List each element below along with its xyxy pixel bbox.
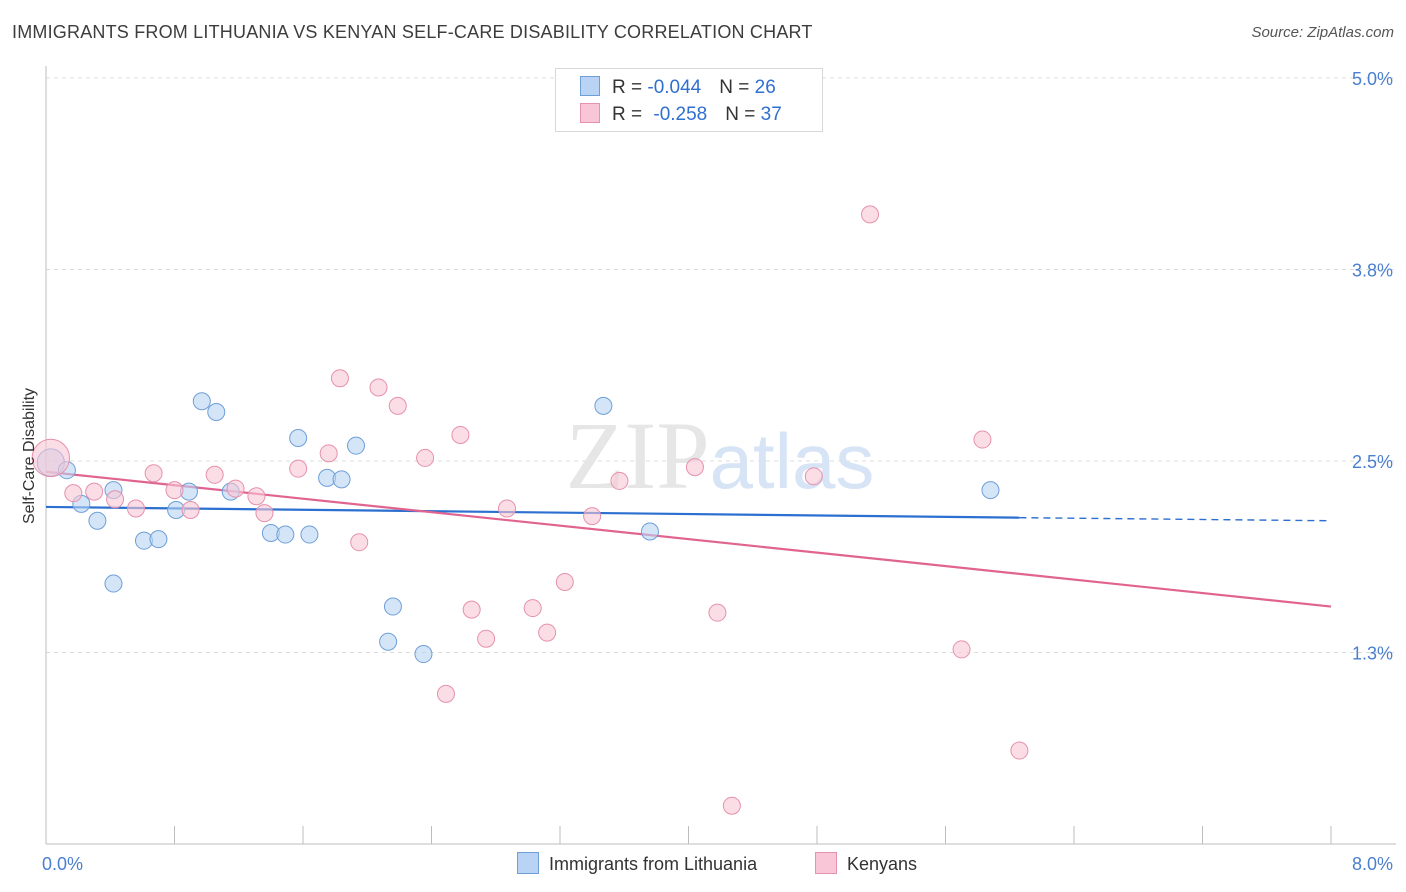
point-lithuania	[149, 530, 168, 549]
gridlines	[46, 77, 1396, 653]
point-lithuania	[104, 574, 123, 593]
point-lithuania	[347, 436, 366, 455]
point-kenyans	[555, 573, 574, 592]
point-lithuania	[981, 481, 1000, 500]
point-kenyans	[226, 479, 245, 498]
point-kenyans	[436, 684, 455, 703]
r-label: R =	[612, 77, 648, 98]
point-kenyans	[477, 629, 496, 648]
y-tick-label: 3.8%	[1352, 261, 1393, 281]
point-kenyans	[462, 600, 481, 619]
y-tick-label: 1.3%	[1352, 644, 1393, 664]
point-kenyans	[523, 599, 542, 618]
n-value: 37	[760, 104, 782, 125]
stats-legend: R = -0.044 N = 26 R = -0.258 N = 37	[555, 68, 823, 132]
stats-row-kenyans: R = -0.258 N = 37	[580, 103, 782, 126]
legend-item-lithuania: Immigrants from Lithuania	[517, 852, 757, 875]
watermark-atlas: atlas	[710, 417, 875, 505]
watermark-zip: ZIP	[566, 402, 710, 509]
point-kenyans	[106, 490, 125, 509]
point-lithuania	[88, 511, 107, 530]
point-kenyans	[416, 448, 435, 467]
point-kenyans	[861, 205, 880, 224]
y-tick-label: 2.5%	[1352, 452, 1393, 472]
point-lithuania	[300, 525, 319, 544]
point-kenyans	[610, 471, 629, 490]
point-lithuania	[379, 632, 398, 651]
legend-item-kenyans: Kenyans	[815, 852, 917, 875]
x-tick-label: 8.0%	[1352, 854, 1393, 874]
point-kenyans	[1010, 741, 1029, 760]
r-label: R =	[612, 104, 648, 125]
swatch-lithuania	[580, 76, 600, 96]
legend-label-lithuania: Immigrants from Lithuania	[549, 854, 758, 874]
data-points	[31, 205, 1029, 815]
point-lithuania	[594, 396, 613, 415]
point-kenyans	[126, 499, 145, 518]
n-value: 26	[754, 77, 776, 98]
point-kenyans	[181, 501, 200, 520]
source-credit: Source: ZipAtlas.com	[1251, 24, 1394, 41]
point-kenyans	[583, 507, 602, 526]
trend-line-extension	[1019, 516, 1332, 522]
point-kenyans	[330, 369, 349, 388]
point-kenyans	[388, 396, 407, 415]
tick-labels: 5.0% 3.8% 2.5% 1.3% 0.0% 8.0%	[42, 69, 1393, 874]
y-tick-label: 5.0%	[1352, 69, 1393, 89]
point-kenyans	[205, 465, 224, 484]
point-lithuania	[192, 392, 211, 411]
point-kenyans	[722, 796, 741, 815]
r-value: -0.258	[653, 104, 708, 125]
point-kenyans	[319, 444, 338, 463]
point-kenyans	[952, 640, 971, 659]
point-kenyans	[247, 487, 266, 506]
point-kenyans	[64, 484, 83, 503]
point-kenyans	[369, 378, 388, 397]
r-value: -0.044	[647, 77, 702, 98]
point-kenyans	[165, 481, 184, 500]
point-kenyans	[973, 430, 992, 449]
point-lithuania	[383, 597, 402, 616]
n-label: N =	[719, 77, 755, 98]
point-kenyans	[255, 504, 274, 523]
point-lithuania	[276, 525, 295, 544]
point-lithuania	[207, 402, 226, 421]
point-kenyans	[350, 533, 369, 552]
n-label: N =	[725, 104, 761, 125]
y-axis-label: Self-Care Disability	[21, 388, 38, 524]
swatch-kenyans	[580, 103, 600, 123]
legend-swatch-lithuania	[517, 852, 539, 874]
point-kenyans	[144, 464, 163, 483]
point-lithuania	[289, 429, 308, 448]
legend-label-kenyans: Kenyans	[847, 854, 918, 874]
point-lithuania	[414, 645, 433, 664]
legend-swatch-kenyans	[815, 852, 837, 874]
point-kenyans	[31, 438, 71, 478]
point-lithuania	[332, 470, 351, 489]
point-lithuania	[640, 522, 659, 541]
point-kenyans	[451, 425, 470, 444]
point-kenyans	[85, 482, 104, 501]
point-kenyans	[804, 467, 823, 486]
trend-line-lithuania	[45, 505, 1020, 519]
chart-title: IMMIGRANTS FROM LITHUANIA VS KENYAN SELF…	[12, 22, 813, 42]
point-kenyans	[685, 458, 704, 477]
watermark: ZIPatlas	[566, 402, 875, 509]
stats-row-lithuania: R = -0.044 N = 26	[580, 76, 776, 99]
point-kenyans	[497, 499, 516, 518]
x-tick-label: 0.0%	[42, 854, 83, 874]
point-kenyans	[289, 459, 308, 478]
point-kenyans	[708, 603, 727, 622]
point-kenyans	[538, 623, 557, 642]
